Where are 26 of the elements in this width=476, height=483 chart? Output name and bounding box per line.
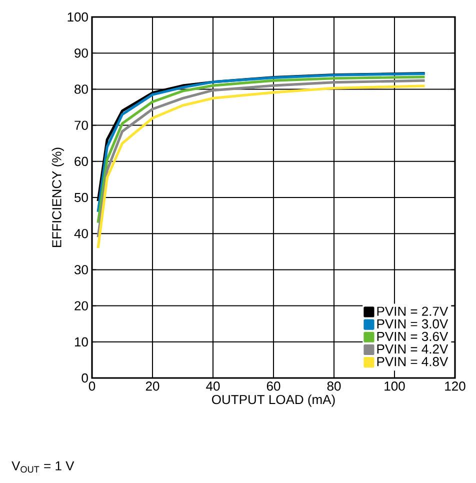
y-axis-title: EFFICIENCY (%): [52, 148, 64, 247]
legend-label: PVIN = 4.2V: [377, 344, 448, 354]
y-tick-label: 100: [68, 12, 88, 22]
y-tick-label: 70: [74, 120, 88, 130]
text: V$_{OUT}$ = 1 V: [12, 461, 74, 473]
x-tick-label: 80: [327, 382, 341, 391]
x-tick-label: 40: [206, 382, 220, 391]
x-tick-label: 0: [88, 382, 96, 391]
x-tick-label: 120: [445, 382, 466, 391]
y-tick-label: 90: [74, 48, 88, 58]
y-tick-label: 0: [82, 373, 88, 383]
x-tick-label: 100: [384, 382, 405, 391]
x-tick-label: 60: [266, 382, 280, 391]
legend-label: PVIN = 4.8V: [377, 356, 448, 366]
y-tick-label: 60: [74, 156, 88, 166]
x-axis-title: OUTPUT LOAD (mA): [212, 394, 335, 407]
legend-label: PVIN = 3.0V: [377, 319, 448, 328]
y-tick-label: 80: [74, 84, 88, 94]
y-tick-label: 50: [74, 192, 88, 202]
legend-label: PVIN = 2.7V: [377, 306, 448, 316]
legend-label: PVIN = 3.6V: [377, 332, 448, 342]
x-tick-label: 20: [146, 382, 160, 391]
y-tick-label: 30: [74, 265, 88, 274]
y-tick-label: 40: [74, 228, 88, 238]
y-tick-label: 10: [74, 337, 88, 346]
y-tick-label: 20: [74, 301, 88, 310]
